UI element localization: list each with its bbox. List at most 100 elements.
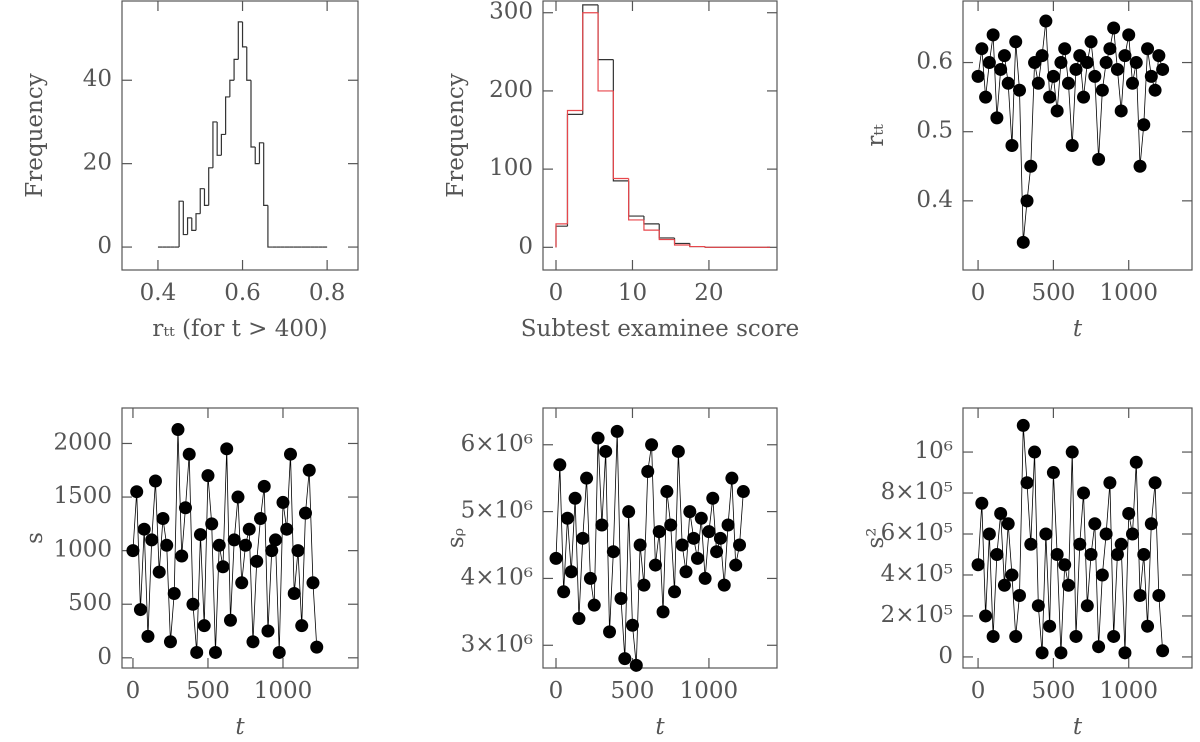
data-point [238,538,252,552]
x-axis-label: t [235,714,245,740]
data-point [652,525,666,539]
data-point [1043,619,1057,633]
y-tick-label: 0 [97,644,112,670]
y-tick-label: 2×10⁵ [881,602,953,628]
data-point [971,558,985,572]
data-point [668,585,682,599]
data-point [690,551,704,565]
data-point [1061,76,1075,90]
x-axis-label: t [1073,714,1083,740]
y-tick-label: 0.5 [916,118,953,144]
histogram-step [237,21,243,60]
data-point [1156,62,1170,76]
y-tick-label: 300 [489,0,533,25]
data-point [1077,486,1091,500]
plot-frame [542,407,778,669]
data-point [246,635,260,649]
x-tick-label: 1000 [254,678,313,704]
data-point [683,505,697,519]
data-point [583,571,597,585]
data-point [1129,56,1143,70]
data-point [1016,418,1030,432]
data-point [1088,517,1102,531]
data-point [1031,76,1045,90]
data-point [175,549,189,563]
y-tick-label: 1000 [53,537,112,563]
data-point [702,525,716,539]
data-point [298,506,312,520]
data-point [1107,629,1121,643]
data-point [610,424,624,438]
x-tick-label: 0.4 [140,280,177,306]
data-point [591,431,605,445]
panel: 0 500 1000 3×10⁶ 4×10⁶ 5×10⁶ 6×10⁶ t sᵨ [443,407,778,740]
data-point [1141,42,1155,56]
y-tick-label: 0 [97,233,112,259]
data-point [971,69,985,83]
data-point [1125,76,1139,90]
x-tick-label: 500 [186,678,230,704]
histogram-step [216,121,222,156]
x-axis-label: t [655,714,665,740]
histogram-step [597,12,614,92]
data-point [994,507,1008,521]
plot-frame [121,0,359,271]
histogram-step [628,178,644,221]
data-point [986,28,1000,42]
data-point [182,447,196,461]
y-tick-label: 5×10⁶ [461,498,533,524]
histogram-step [220,133,226,156]
data-point [1024,159,1038,173]
histogram-step [612,59,629,182]
data-point [1043,90,1057,104]
histogram-step [229,79,235,97]
data-point [698,571,712,585]
data-point [152,565,166,579]
data-point [975,42,989,56]
x-tick-label: 0 [549,678,564,704]
histogram-step [597,4,614,61]
data-point [572,612,586,626]
histogram-step [191,217,197,231]
data-point [1077,90,1091,104]
histogram-step [263,142,268,206]
data-point [721,518,735,532]
histogram-step [628,180,644,217]
y-tick-label: 200 [489,77,533,103]
histogram-step [258,142,264,164]
data-point [549,551,563,565]
data-point [1020,194,1034,208]
data-point [656,605,670,619]
data-point [1095,568,1109,582]
x-tick-label: 500 [1031,678,1075,704]
data-point [1080,599,1094,613]
data-point [137,522,151,536]
data-point [1035,49,1049,63]
x-tick-label: 10 [618,280,647,306]
data-point [568,491,582,505]
data-point [1084,35,1098,49]
data-point [994,62,1008,76]
x-tick-label: 0.8 [309,280,346,306]
x-tick-label: 0 [971,280,986,306]
data-point [253,511,267,525]
histogram-step [195,213,201,231]
data-point [272,645,286,659]
x-tick-label: 500 [611,678,655,704]
data-point [208,645,222,659]
data-point [160,538,174,552]
data-point [1137,118,1151,132]
data-point [1001,76,1015,90]
y-axis-label: sᵨ [443,528,469,548]
data-point [1020,476,1034,490]
data-point [145,533,159,547]
data-point [1065,139,1079,153]
data-point [1137,547,1151,561]
data-point [1114,104,1128,118]
data-point [595,518,609,532]
data-point [710,545,724,559]
data-point [982,56,996,70]
plot-frame [962,407,1193,669]
data-point [1058,42,1072,56]
